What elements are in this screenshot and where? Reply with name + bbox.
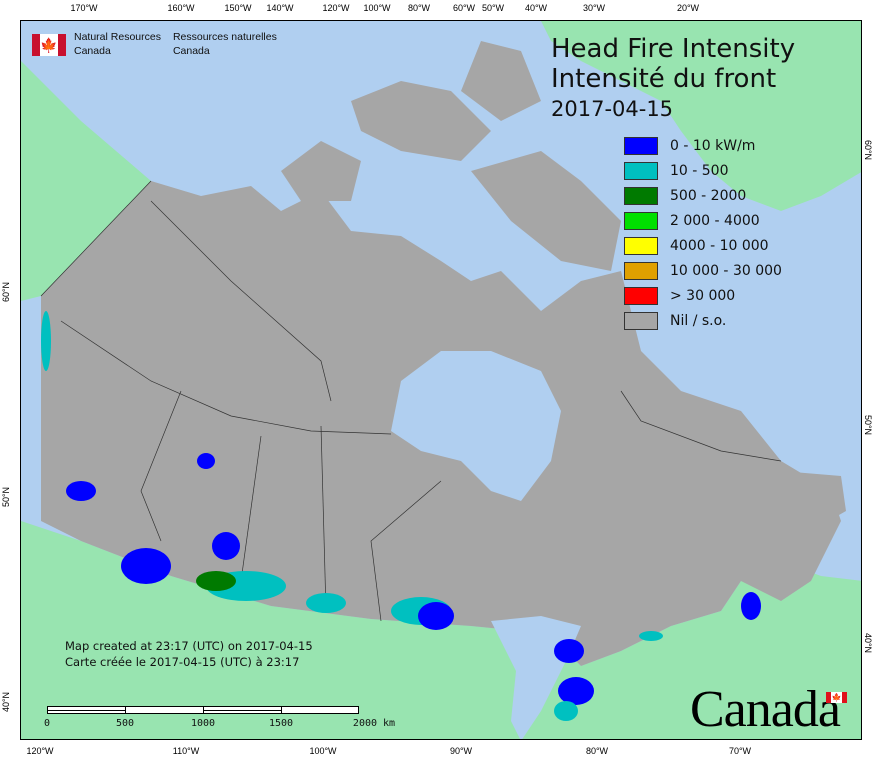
nrcan-signature: 🍁 Natural Resources Canada Ressources nat…: [32, 30, 277, 58]
org-en-line1: Natural Resources: [74, 31, 161, 43]
legend-label: 500 - 2000: [670, 187, 747, 204]
top-axis-label: 20°W: [676, 3, 700, 13]
map-title: Head Fire Intensity Intensité du front 2…: [551, 34, 795, 124]
legend-swatch: [624, 311, 658, 330]
scale-label: 1500: [268, 718, 294, 729]
hudson-bay: [391, 351, 561, 501]
top-axis-label: 170°W: [70, 3, 98, 13]
legend-swatch: [624, 136, 658, 155]
arctic-island: [351, 81, 491, 161]
top-axis-label: 160°W: [167, 3, 195, 13]
legend-item: > 30 000: [624, 283, 782, 308]
legend-label: 10 000 - 30 000: [670, 262, 782, 279]
greenland: [541, 21, 861, 211]
right-axis-label: 60°N: [863, 139, 874, 161]
legend-label: 0 - 10 kW/m: [670, 137, 756, 154]
scale-label: 500: [115, 718, 135, 729]
legend-label: 2 000 - 4000: [670, 212, 760, 229]
alaska: [21, 61, 151, 301]
canada-wordmark: Canada: [690, 681, 841, 738]
legend-label: Nil / s.o.: [670, 312, 727, 329]
united-states: [21, 521, 861, 739]
top-axis-label: 140°W: [266, 3, 294, 13]
title-fr: Intensité du front: [551, 64, 777, 94]
newfoundland: [781, 471, 846, 531]
canada-flag-icon: 🍁: [32, 34, 66, 56]
top-axis-label: 80°W: [407, 3, 431, 13]
legend: 0 - 10 kW/m 10 - 500 500 - 2000 2 000 - …: [624, 133, 782, 333]
provincial-borders: [40, 180, 782, 622]
top-axis-label: 60°W: [452, 3, 476, 13]
left-axis-label: 60°N: [1, 281, 12, 303]
legend-swatch: [624, 211, 658, 230]
map-frame: [20, 20, 862, 740]
legend-swatch: [624, 261, 658, 280]
legend-item: Nil / s.o.: [624, 308, 782, 333]
bottom-axis-label: 80°W: [585, 746, 609, 756]
legend-label: 10 - 500: [670, 162, 729, 179]
legend-item: 0 - 10 kW/m: [624, 133, 782, 158]
legend-swatch: [624, 161, 658, 180]
top-axis-label: 150°W: [224, 3, 252, 13]
org-fr-line2: Canada: [172, 45, 210, 57]
fire-pixels: [41, 311, 761, 721]
legend-item: 500 - 2000: [624, 183, 782, 208]
top-axis-label: 100°W: [363, 3, 391, 13]
legend-swatch: [624, 286, 658, 305]
bottom-axis-label: 70°W: [728, 746, 752, 756]
wordmark-flag-icon: 🍁: [826, 692, 847, 703]
org-en-line2: Canada: [74, 45, 111, 57]
top-axis-label: 50°W: [481, 3, 505, 13]
top-axis-label: 120°W: [322, 3, 350, 13]
creation-note: Map created at 23:17 (UTC) on 2017-04-15…: [65, 638, 313, 670]
right-axis-label: 40°N: [863, 632, 874, 654]
legend-item: 10 - 500: [624, 158, 782, 183]
scale-bar: [47, 706, 359, 714]
scale-label: 1000: [190, 718, 216, 729]
title-date: 2017-04-15: [551, 97, 674, 121]
scale-label: 0: [43, 718, 51, 729]
created-fr: Carte créée le 2017-04-15 (UTC) à 23:17: [65, 655, 300, 669]
left-axis-label: 50°N: [1, 486, 12, 508]
title-en: Head Fire Intensity: [551, 34, 796, 64]
bottom-axis-label: 110°W: [172, 746, 200, 756]
arctic-island: [471, 151, 621, 271]
left-axis-label: 40°N: [1, 691, 12, 713]
org-fr-line1: Ressources naturelles: [172, 31, 277, 43]
legend-swatch: [624, 186, 658, 205]
bottom-axis-label: 90°W: [449, 746, 473, 756]
created-en: Map created at 23:17 (UTC) on 2017-04-15: [65, 639, 313, 653]
scale-label: 2000 km: [352, 718, 396, 729]
legend-label: 4000 - 10 000: [670, 237, 769, 254]
top-axis-label: 30°W: [582, 3, 606, 13]
top-axis-label: 40°W: [524, 3, 548, 13]
map-canvas: [21, 21, 861, 739]
legend-item: 10 000 - 30 000: [624, 258, 782, 283]
bottom-axis-label: 100°W: [309, 746, 337, 756]
legend-label: > 30 000: [670, 287, 736, 304]
arctic-island: [281, 141, 361, 201]
legend-swatch: [624, 236, 658, 255]
legend-item: 2 000 - 4000: [624, 208, 782, 233]
ellesmere-island: [461, 41, 541, 121]
bottom-axis-label: 120°W: [26, 746, 54, 756]
right-axis-label: 50°N: [863, 414, 874, 436]
legend-item: 4000 - 10 000: [624, 233, 782, 258]
